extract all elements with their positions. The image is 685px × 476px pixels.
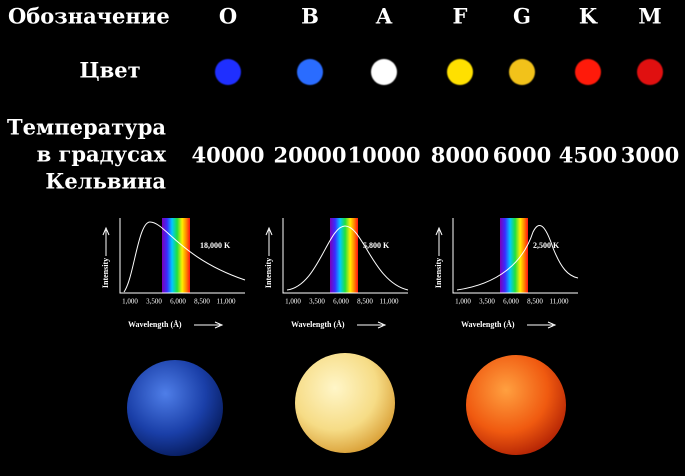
class-temperature: 6000	[493, 143, 551, 168]
class-letter: F	[453, 4, 468, 29]
x-arrow	[357, 321, 387, 329]
designation-label: Обозначение	[8, 4, 170, 29]
x-tick-label: 8,500	[527, 298, 543, 306]
class-temperature: 4500	[559, 143, 617, 168]
class-letter: K	[579, 4, 598, 29]
plot-temperature: 2,500 K	[533, 241, 560, 250]
x-tick-label: 3,500	[146, 298, 162, 306]
class-temperature: 40000	[191, 143, 264, 168]
x-axis-label: Wavelength (Å)	[461, 320, 515, 329]
axes	[119, 218, 245, 294]
class-temperature: 3000	[621, 143, 679, 168]
x-tick-label: 1,000	[455, 298, 471, 306]
x-tick-label: 8,500	[357, 298, 373, 306]
class-letter: M	[638, 4, 661, 29]
plot-temperature: 5,800 K	[363, 241, 390, 250]
x-tick-label: 1,000	[285, 298, 301, 306]
visible-spectrum	[500, 218, 528, 293]
x-tick-label: 6,000	[333, 298, 349, 306]
class-temperature: 20000	[273, 143, 346, 168]
x-axis-label: Wavelength (Å)	[128, 320, 182, 329]
class-temperature: 8000	[431, 143, 489, 168]
spectrum-plot: 2,500 K 1,000 3,500 6,000 8,500 11,000 Intensi…	[434, 218, 579, 329]
y-arrow	[435, 226, 443, 256]
color-label: Цвет	[79, 58, 140, 83]
x-tick-label: 6,000	[503, 298, 519, 306]
class-letter: G	[513, 4, 531, 29]
y-axis-label: Intensity	[434, 258, 443, 288]
intensity-curve	[123, 221, 246, 293]
class-letter: O	[219, 4, 237, 29]
x-axis-label: Wavelength (Å)	[291, 320, 345, 329]
spectrum-plot: 18,000 K 1,000 3,500 6,000 8,500 11,000 Intens…	[101, 218, 246, 329]
plot-temperature: 18,000 K	[200, 241, 231, 250]
x-tick-label: 11,000	[217, 298, 236, 306]
color-dot	[447, 59, 473, 85]
axes	[282, 218, 408, 294]
star-sphere	[466, 355, 566, 455]
class-temperature: 10000	[347, 143, 420, 168]
x-tick-label: 6,000	[170, 298, 186, 306]
spectrum-plot: 5,800 K 1,000 3,500 6,000 8,500 11,000 Intensi…	[264, 218, 409, 329]
temperature-label: в градусах	[37, 142, 167, 167]
x-tick-label: 11,000	[550, 298, 569, 306]
intensity-curve	[456, 224, 579, 291]
y-arrow	[265, 226, 273, 256]
x-tick-label: 3,500	[479, 298, 495, 306]
class-letter: A	[375, 4, 393, 29]
class-letter: B	[301, 4, 319, 29]
x-arrow	[194, 321, 224, 329]
x-tick-label: 1,000	[122, 298, 138, 306]
color-dot	[371, 59, 397, 85]
x-arrow	[527, 321, 557, 329]
y-axis-label: Intensity	[101, 258, 110, 288]
x-tick-label: 11,000	[380, 298, 399, 306]
intensity-curve	[286, 225, 409, 291]
visible-spectrum	[162, 218, 190, 293]
x-tick-label: 8,500	[194, 298, 210, 306]
color-dot	[509, 59, 535, 85]
temperature-label: Температура	[7, 115, 166, 140]
color-dot	[575, 59, 601, 85]
temperature-label: Кельвина	[45, 169, 166, 194]
color-dot	[215, 59, 241, 85]
x-tick-label: 3,500	[309, 298, 325, 306]
color-dot	[637, 59, 663, 85]
visible-spectrum	[330, 218, 358, 293]
axes	[452, 218, 578, 294]
star-sphere	[127, 360, 223, 456]
y-axis-label: Intensity	[264, 258, 273, 288]
star-sphere	[295, 353, 395, 453]
color-dot	[297, 59, 323, 85]
y-arrow	[102, 226, 110, 256]
